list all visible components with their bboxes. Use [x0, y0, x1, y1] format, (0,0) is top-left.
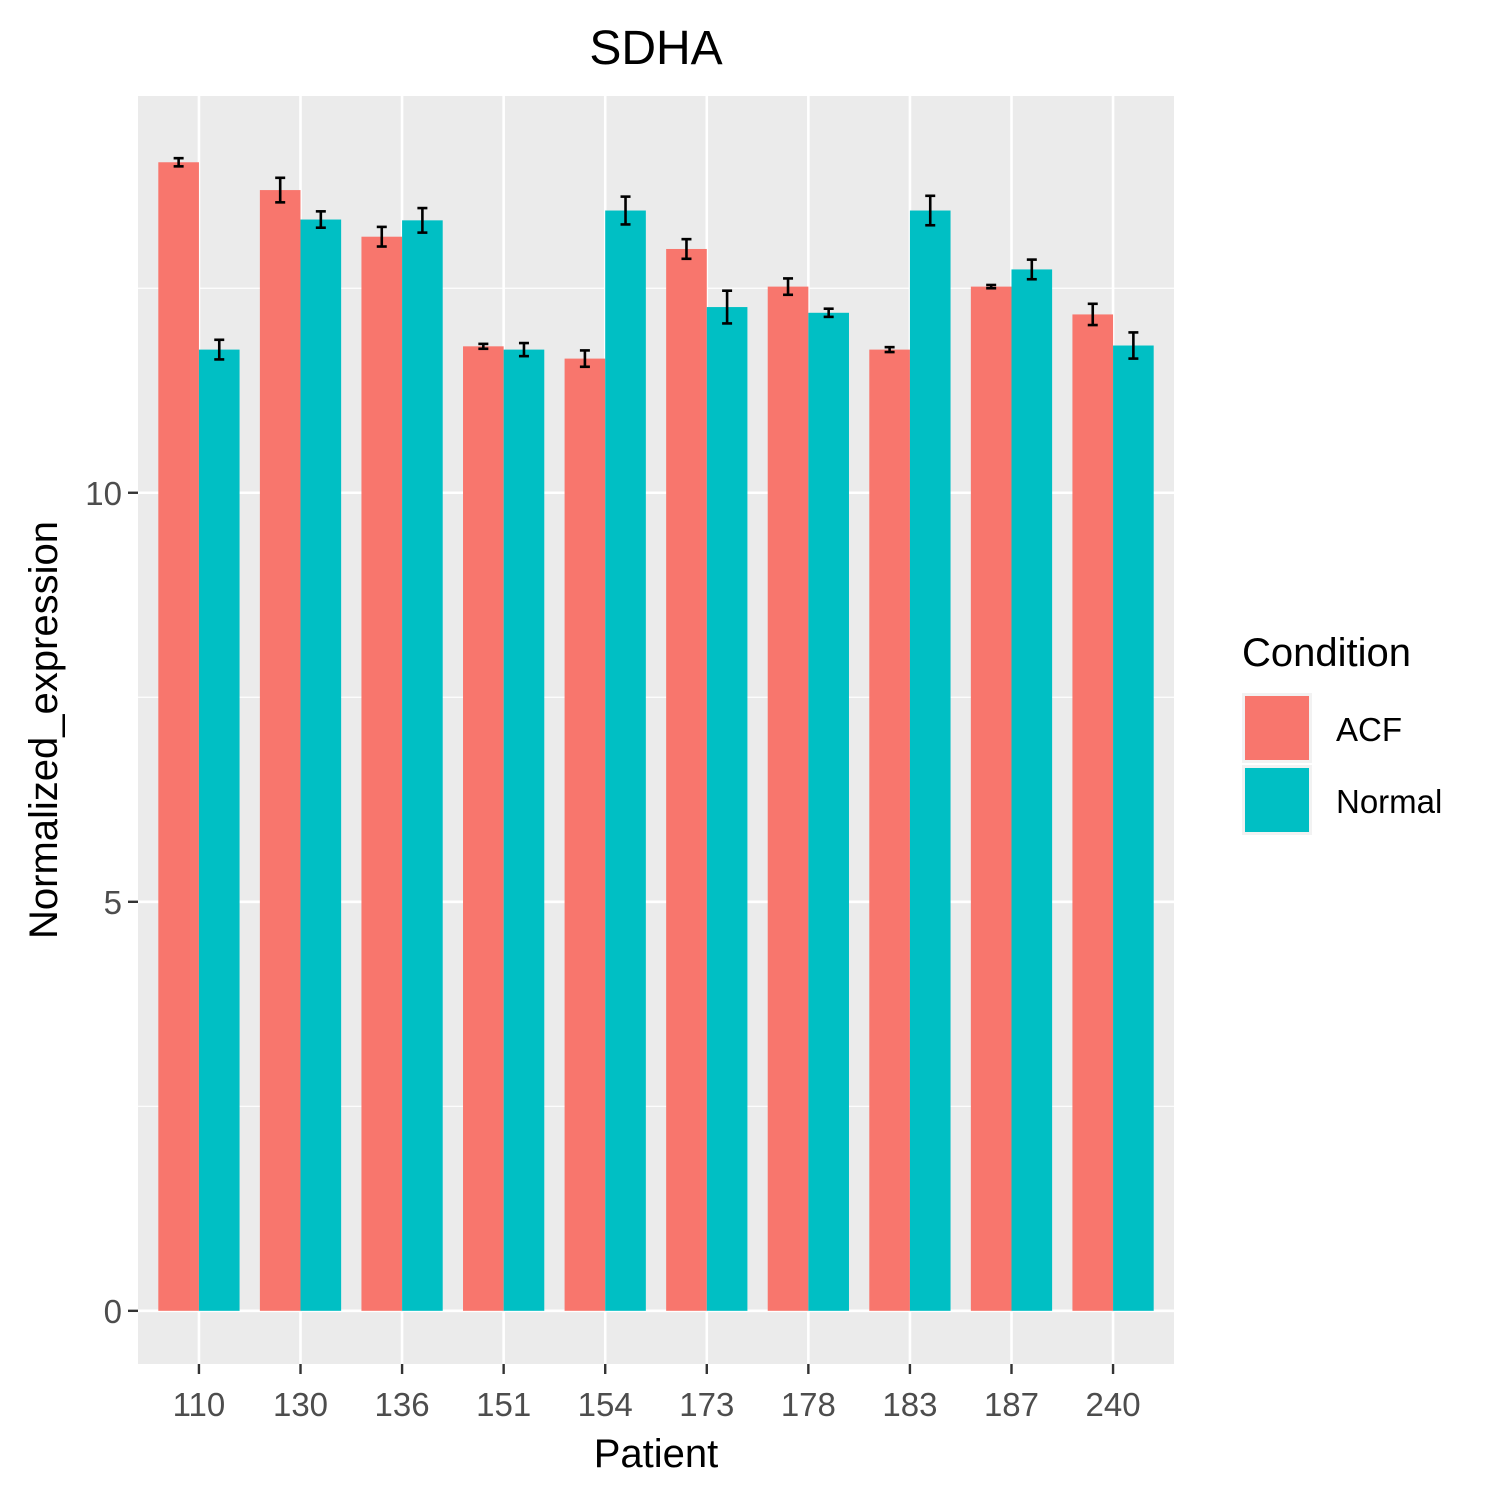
- bar: [402, 220, 443, 1311]
- legend-item: ACF: [1242, 693, 1402, 763]
- bar: [361, 236, 403, 1311]
- bar: [300, 219, 342, 1311]
- x-tick-label: 151: [476, 1386, 531, 1423]
- chart-title: SDHA: [589, 22, 722, 75]
- error-bar: [783, 277, 794, 297]
- x-axis-title: Patient: [594, 1432, 719, 1476]
- error-bar: [1128, 331, 1139, 360]
- x-axis: 110 130 136 151 154 173 178 183 187 240: [173, 1364, 1141, 1423]
- error-bar: [173, 156, 184, 168]
- legend-item: Normal: [1242, 765, 1442, 835]
- error-bar: [925, 194, 936, 227]
- bar: [970, 286, 1012, 1311]
- x-tick-label: 154: [578, 1386, 633, 1423]
- x-tick-label: 110: [173, 1386, 226, 1423]
- bar: [909, 210, 951, 1311]
- bar: [463, 346, 504, 1311]
- bar: [503, 349, 545, 1311]
- x-tick-label: 187: [984, 1386, 1039, 1423]
- x-tick-label: 130: [273, 1386, 328, 1423]
- bar: [1011, 269, 1053, 1311]
- bar: [198, 349, 240, 1311]
- error-bar: [884, 345, 895, 354]
- legend-swatch: [1245, 768, 1309, 832]
- x-tick-label: 178: [781, 1386, 836, 1423]
- x-tick-label: 173: [679, 1386, 734, 1423]
- error-bar: [518, 341, 529, 358]
- error-bar: [1087, 302, 1098, 327]
- bar: [706, 307, 748, 1311]
- bar: [259, 190, 301, 1311]
- error-bar: [823, 307, 834, 319]
- error-bars-layer: [173, 156, 1139, 369]
- bar: [158, 162, 199, 1311]
- bar: [605, 210, 646, 1311]
- bar: [1113, 345, 1154, 1311]
- y-tick-label: 10: [85, 475, 122, 512]
- legend-swatch: [1245, 696, 1309, 760]
- bar: [666, 248, 707, 1311]
- y-tick-label: 5: [104, 884, 122, 921]
- error-bar: [722, 289, 733, 325]
- error-bar: [275, 176, 286, 204]
- bar: [1072, 314, 1114, 1311]
- error-bar: [579, 349, 590, 369]
- error-bar: [417, 206, 428, 234]
- error-bar: [214, 338, 225, 361]
- x-tick-label: 183: [882, 1386, 937, 1423]
- error-bar: [376, 225, 387, 248]
- x-tick-label: 136: [375, 1386, 430, 1423]
- legend-label: ACF: [1336, 711, 1402, 748]
- error-bar: [478, 342, 489, 351]
- bars-layer: [158, 162, 1154, 1311]
- error-bar: [1026, 258, 1037, 281]
- bar: [564, 358, 606, 1311]
- error-bar: [986, 283, 997, 290]
- error-bar: [315, 210, 326, 230]
- error-bar: [620, 195, 631, 226]
- legend-label: Normal: [1336, 783, 1442, 820]
- legend-title: Condition: [1242, 631, 1411, 675]
- y-axis: 0 5 10: [85, 475, 138, 1330]
- bar: [767, 286, 809, 1311]
- y-tick-label: 0: [104, 1293, 122, 1330]
- error-bar: [681, 237, 692, 261]
- x-tick-label: 240: [1086, 1386, 1141, 1423]
- bar: [808, 312, 849, 1311]
- legend: Condition ACF Normal: [1242, 631, 1442, 835]
- bar: [869, 349, 910, 1311]
- y-axis-title: Normalized_expression: [22, 521, 66, 939]
